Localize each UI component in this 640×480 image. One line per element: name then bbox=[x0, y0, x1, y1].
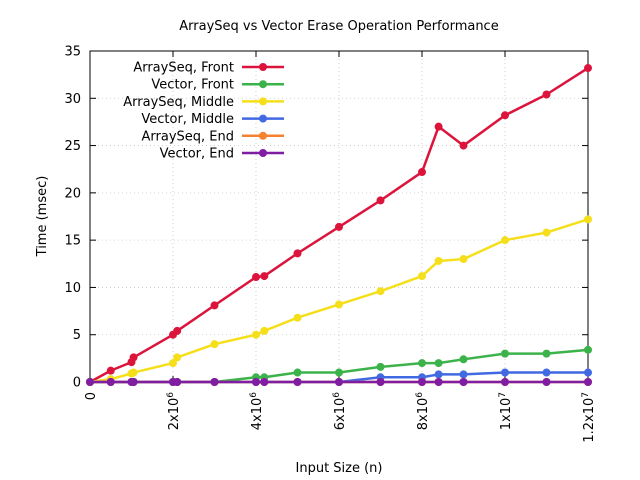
data-point bbox=[173, 326, 182, 335]
data-point bbox=[335, 300, 343, 309]
data-point bbox=[434, 122, 443, 131]
data-point bbox=[584, 345, 592, 354]
data-point bbox=[459, 370, 468, 379]
data-point bbox=[542, 349, 551, 358]
legend-label: ArraySeq, Front bbox=[133, 61, 234, 76]
x-tick-label: 1x107 bbox=[498, 392, 514, 430]
data-point bbox=[260, 378, 269, 386]
data-point bbox=[542, 228, 551, 237]
data-point bbox=[459, 378, 468, 386]
data-point bbox=[252, 273, 260, 282]
data-point bbox=[252, 378, 260, 386]
data-point bbox=[542, 90, 551, 99]
data-point bbox=[106, 378, 115, 386]
data-point bbox=[434, 378, 443, 386]
data-point bbox=[459, 255, 468, 264]
x-tick-label: 0 bbox=[84, 392, 99, 400]
legend-label: Vector, End bbox=[160, 147, 234, 162]
data-point bbox=[260, 326, 269, 335]
data-point bbox=[293, 249, 302, 258]
series-group bbox=[86, 64, 592, 386]
legend-marker bbox=[259, 114, 267, 123]
grid bbox=[90, 51, 588, 382]
legend-marker bbox=[259, 149, 267, 157]
data-point bbox=[584, 378, 592, 386]
data-point bbox=[210, 301, 219, 310]
y-tick-label: 20 bbox=[64, 186, 81, 201]
data-point bbox=[173, 353, 182, 362]
data-point bbox=[335, 368, 343, 377]
data-point bbox=[434, 370, 443, 379]
x-tick-label: 4x106 bbox=[249, 392, 265, 431]
data-point bbox=[584, 215, 592, 224]
x-tick-label: 1.2x107 bbox=[581, 392, 597, 443]
y-tick-label: 10 bbox=[64, 281, 81, 296]
data-point bbox=[252, 330, 260, 339]
data-point bbox=[501, 236, 509, 245]
legend-label: ArraySeq, Middle bbox=[123, 95, 234, 110]
chart-title: ArraySeq vs Vector Erase Operation Perfo… bbox=[179, 19, 498, 34]
legend-label: Vector, Front bbox=[151, 78, 234, 93]
data-point bbox=[376, 362, 385, 371]
x-tick-label: 6x106 bbox=[332, 392, 348, 431]
data-point bbox=[418, 168, 426, 177]
data-point bbox=[129, 368, 138, 377]
data-point bbox=[376, 196, 385, 205]
legend-marker bbox=[259, 80, 267, 89]
data-point bbox=[584, 368, 592, 377]
data-point bbox=[501, 378, 509, 386]
data-point bbox=[376, 378, 385, 386]
data-point bbox=[501, 111, 509, 120]
data-point bbox=[459, 355, 468, 364]
data-point bbox=[501, 349, 509, 358]
legend-label: Vector, Middle bbox=[141, 112, 234, 127]
y-tick-label: 15 bbox=[64, 234, 81, 249]
data-point bbox=[260, 272, 269, 281]
legend-marker bbox=[259, 97, 267, 106]
data-point bbox=[459, 141, 468, 150]
data-point bbox=[335, 378, 343, 386]
data-point bbox=[210, 378, 219, 386]
data-point bbox=[434, 359, 443, 368]
data-point bbox=[293, 378, 302, 386]
data-point bbox=[129, 353, 138, 362]
y-tick-label: 30 bbox=[64, 92, 81, 107]
legend: ArraySeq, Front Vector, Front ArraySeq, Mi… bbox=[123, 61, 284, 162]
y-axis-label: Time (msec) bbox=[35, 176, 50, 258]
data-point bbox=[169, 359, 177, 368]
data-point bbox=[418, 378, 426, 386]
data-point bbox=[501, 368, 509, 377]
y-tick-label: 35 bbox=[64, 45, 81, 60]
legend-marker bbox=[259, 131, 267, 140]
data-point bbox=[584, 64, 592, 73]
data-point bbox=[335, 222, 343, 231]
data-point bbox=[129, 378, 138, 386]
legend-marker bbox=[259, 63, 267, 71]
data-point bbox=[86, 378, 94, 386]
data-point bbox=[542, 378, 551, 386]
x-axis-label: Input Size (n) bbox=[296, 461, 383, 476]
data-point bbox=[434, 256, 443, 265]
y-tick-label: 25 bbox=[64, 139, 81, 154]
data-point bbox=[418, 272, 426, 281]
data-point bbox=[173, 378, 182, 386]
data-point bbox=[542, 368, 551, 377]
data-point bbox=[106, 366, 115, 375]
y-tick-label: 0 bbox=[73, 376, 81, 391]
data-point bbox=[418, 359, 426, 368]
legend-label: ArraySeq, End bbox=[142, 129, 235, 144]
data-point bbox=[376, 287, 385, 296]
y-tick-label: 5 bbox=[73, 328, 81, 343]
data-point bbox=[293, 368, 302, 377]
data-point bbox=[210, 340, 219, 349]
x-tick-label: 2x106 bbox=[166, 392, 182, 431]
data-point bbox=[293, 313, 302, 322]
x-tick-label: 8x106 bbox=[415, 392, 431, 431]
